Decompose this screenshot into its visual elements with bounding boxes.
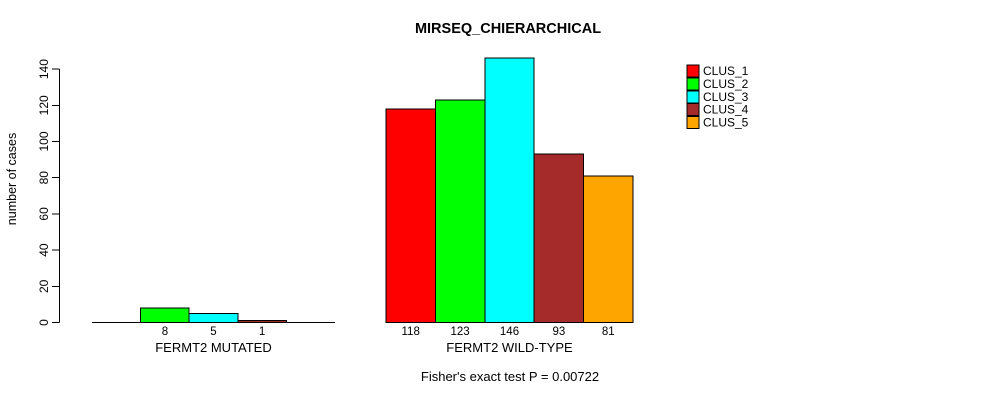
group-label-mutated: FERMT2 MUTATED [155,340,272,355]
legend-swatch [686,90,700,104]
legend-swatch [686,77,700,91]
legend-label: CLUS_4 [703,103,749,117]
legend-label: CLUS_2 [703,77,749,91]
y-tick-label: 0 [37,319,51,326]
legend-swatch [686,64,700,78]
bar-clus-3 [188,312,239,324]
y-tick-label: 100 [37,131,51,151]
legend-label: CLUS_5 [703,116,749,130]
bar-value-label: 81 [602,326,615,338]
y-tick-label: 140 [37,59,51,79]
fisher-test-annotation: Fisher's exact test P = 0.00722 [421,369,599,384]
legend-swatch [686,103,700,117]
y-tick-label: 60 [37,207,51,221]
bar-clus-5 [583,175,634,323]
bar-clus-4 [237,320,287,324]
bar-value-label: 8 [162,326,168,338]
bar-value-label: 93 [553,326,566,338]
bar-value-label: 5 [210,326,216,338]
bar-value-label: 146 [500,326,519,338]
bar-clus-2 [140,307,190,323]
bar-value-label: 118 [402,326,420,338]
legend-swatch [686,116,700,130]
group-label-wildtype: FERMT2 WILD-TYPE [446,340,573,355]
legend-label: CLUS_1 [703,64,749,78]
bars: 8 5 1 118 123 146 93 81 [92,57,634,338]
bar-clus-4 [533,153,585,323]
bar-clus-1 [385,108,436,323]
y-tick-label: 80 [37,171,51,185]
y-tick-label: 40 [37,243,51,257]
bar-value-label: 1 [259,326,265,338]
bar-clus-2 [434,99,486,324]
chart-title: MIRSEQ_CHIERARCHICAL [415,21,601,37]
bar-clus-3 [484,57,535,324]
y-axis: 0 20 40 60 80 100 120 140 [37,59,60,326]
y-tick-label: 20 [37,279,51,293]
legend-label: CLUS_3 [703,90,749,104]
y-axis-label: number of cases [5,133,19,225]
y-tick-label: 120 [37,95,51,115]
bar-value-label: 123 [451,326,470,338]
